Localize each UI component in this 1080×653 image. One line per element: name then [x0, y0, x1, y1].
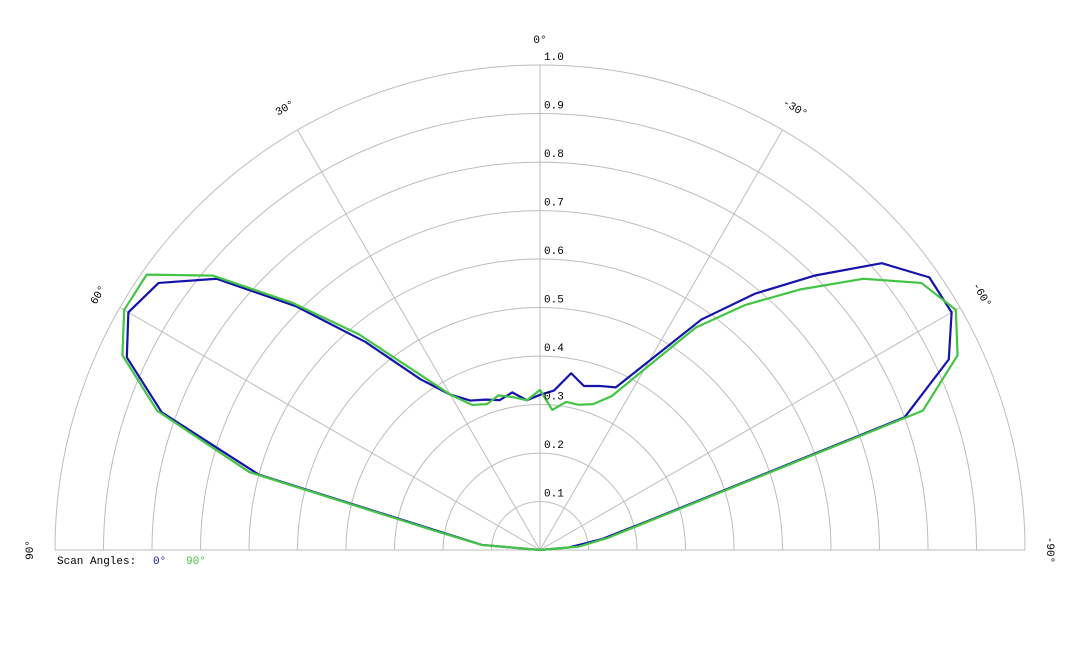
series-line — [125, 262, 953, 552]
r-tick-label: 0.3 — [544, 391, 564, 403]
grid-spoke — [539, 307, 961, 551]
r-tick-label: 0.2 — [544, 440, 564, 452]
legend-entry: 0° — [153, 556, 166, 568]
angle-tick-label: 0° — [533, 35, 546, 47]
angle-tick-label: -30° — [780, 97, 809, 121]
angle-tick-label: 90° — [25, 540, 37, 560]
r-tick-label: 0.1 — [544, 488, 564, 500]
legend-title: Scan Angles: — [57, 556, 136, 568]
series-line — [121, 273, 959, 552]
labels: 0.1 0.2 0.3 0.4 0.5 0.6 0.7 0.8 0.9 1.0 90° 60° 30° 0… — [25, 35, 1055, 568]
grid-spoke — [539, 129, 783, 551]
r-tick-label: 0.8 — [544, 149, 564, 161]
angle-tick-label: -60° — [969, 281, 993, 310]
r-tick-label: 0.6 — [544, 246, 564, 258]
angle-tick-label: -90° — [1043, 537, 1055, 563]
r-tick-label: 0.5 — [544, 294, 564, 306]
legend-entry: 90° — [186, 556, 206, 568]
grid-spoke — [119, 307, 541, 551]
r-tick-label: 0.9 — [544, 100, 564, 112]
angle-tick-label: 60° — [89, 284, 109, 307]
plot-area — [121, 262, 959, 552]
r-tick-label: 0.4 — [544, 343, 564, 355]
r-tick-label: 1.0 — [544, 52, 564, 64]
angle-tick-label: 30° — [274, 99, 297, 119]
grid-spoke — [297, 129, 541, 551]
r-tick-label: 0.7 — [544, 197, 564, 209]
grid — [54, 64, 1026, 551]
